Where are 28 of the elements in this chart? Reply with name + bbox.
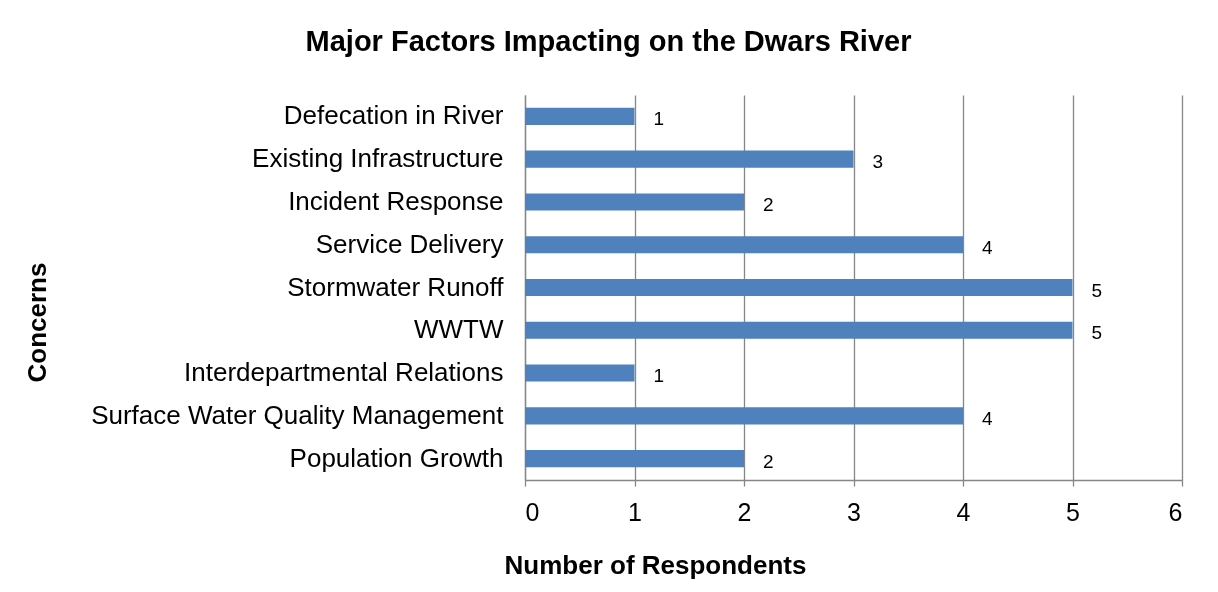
data-label: 1 xyxy=(653,108,665,130)
chart-title: Major Factors Impacting on the Dwars River xyxy=(305,25,912,57)
y-tick-label: WWTW xyxy=(413,314,504,345)
x-axis-title: Number of Respondents xyxy=(504,549,807,580)
x-tick-label: 6 xyxy=(1168,497,1183,526)
data-label: 2 xyxy=(763,193,774,215)
data-label: 2 xyxy=(763,450,774,472)
x-tick-label: 1 xyxy=(628,497,642,526)
x-tick-label: 4 xyxy=(956,497,971,526)
x-tick-label: 2 xyxy=(737,497,752,526)
y-axis-title: Concerns xyxy=(21,262,52,383)
y-tick-label: Defecation in River xyxy=(283,100,504,131)
x-tick-label: 5 xyxy=(1066,497,1080,526)
data-label: 3 xyxy=(872,151,884,173)
x-tick-label: 0 xyxy=(525,497,540,526)
y-tick-label: Interdepartmental Relations xyxy=(184,357,504,388)
y-tick-label: Incident Response xyxy=(288,185,504,216)
y-tick-label: Existing Infrastructure xyxy=(252,143,504,174)
x-tick-label: 3 xyxy=(847,497,861,526)
data-label: 1 xyxy=(653,365,665,387)
data-label: 4 xyxy=(982,236,993,258)
data-label: 5 xyxy=(1091,322,1103,344)
data-label: 4 xyxy=(982,407,993,429)
y-tick-label: Service Delivery xyxy=(315,228,504,259)
y-tick-label: Population Growth xyxy=(289,442,504,473)
y-tick-label: Stormwater Runoff xyxy=(287,271,505,302)
y-tick-label: Surface Water Quality Management xyxy=(91,399,505,430)
data-label: 5 xyxy=(1091,279,1103,301)
